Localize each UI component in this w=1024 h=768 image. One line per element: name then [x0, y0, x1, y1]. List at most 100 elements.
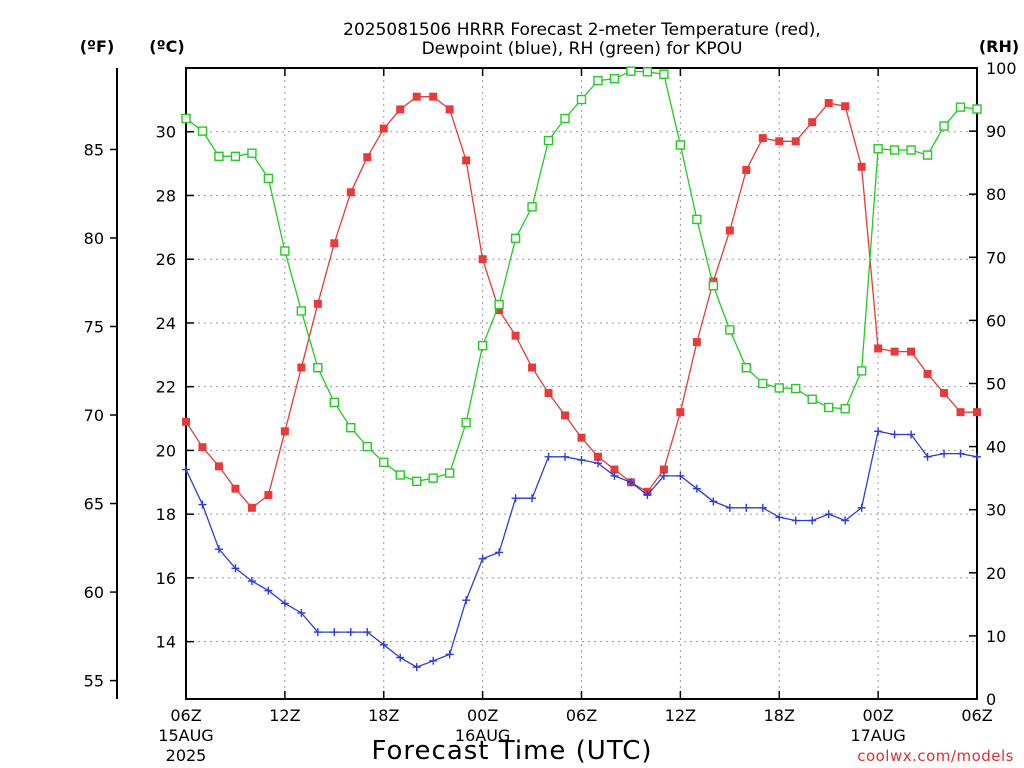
dewpoint-marker	[511, 494, 520, 503]
dewpoint-marker	[940, 449, 949, 458]
chart-title-line2: Dewpoint (blue), RH (green) for KPOU	[422, 39, 743, 59]
plot-frame	[185, 67, 978, 700]
dewpoint-marker	[874, 427, 883, 436]
temperature-marker	[544, 389, 553, 398]
dewpoint-marker	[659, 471, 668, 480]
rh-marker	[856, 366, 867, 376]
x-axis-title: Forecast Time (UTC)	[371, 736, 652, 766]
celsius-tick-label: 14	[156, 633, 176, 652]
temperature-marker	[857, 162, 866, 171]
dewpoint-marker	[824, 510, 833, 519]
temperature-marker	[956, 408, 965, 417]
dewpoint-marker	[577, 455, 586, 464]
dewpoint-marker	[676, 471, 685, 480]
rh-marker	[791, 383, 801, 394]
temperature-marker	[923, 369, 932, 378]
rh-marker	[543, 135, 554, 146]
rh-marker	[296, 306, 307, 316]
dewpoint-marker	[231, 564, 240, 573]
rh-marker	[379, 457, 389, 468]
rh-marker	[906, 145, 916, 155]
temperature-marker	[973, 408, 981, 417]
temperature-marker	[462, 156, 471, 165]
dewpoint-marker	[412, 663, 421, 672]
grid-lines	[186, 68, 977, 699]
dewpoint-marker	[610, 471, 619, 480]
x-year-label: 2025	[166, 746, 207, 765]
temperature-marker	[379, 124, 388, 133]
temperature-marker	[264, 491, 273, 500]
rh-tick-label: 90	[986, 122, 1006, 141]
rh-tick-label: 50	[986, 375, 1006, 394]
temperature-marker	[511, 331, 520, 340]
dewpoint-series	[182, 427, 981, 672]
temperature-marker	[676, 408, 685, 417]
temperature-marker	[874, 344, 883, 353]
x-date-label: 15AUG	[158, 726, 213, 745]
temperature-marker	[758, 134, 767, 143]
x-tick-label: 06Z	[961, 706, 992, 725]
dewpoint-marker	[396, 653, 405, 662]
x-tick-label: 12Z	[269, 706, 300, 725]
celsius-tick-label: 18	[156, 505, 176, 524]
fahrenheit-tick-label: 75	[84, 317, 104, 336]
rh-marker	[708, 280, 719, 291]
series-layer	[181, 66, 982, 672]
dewpoint-marker	[791, 516, 800, 525]
celsius-tick-label: 20	[156, 441, 176, 460]
rh-tick-label: 100	[986, 59, 1017, 78]
temperature-marker	[725, 226, 734, 235]
rh-marker	[922, 150, 933, 160]
dewpoint-marker	[544, 452, 553, 461]
chart-title-line1: 2025081506 HRRR Forecast 2-meter Tempera…	[343, 20, 821, 40]
x-tick-label: 00Z	[862, 706, 893, 725]
rh-marker	[741, 363, 751, 373]
rh-marker	[461, 417, 471, 428]
temperature-marker	[247, 503, 256, 512]
rh-marker	[939, 121, 949, 131]
dewpoint-marker	[346, 628, 355, 637]
rh-marker	[692, 214, 702, 225]
rh-marker	[263, 173, 274, 184]
dewpoint-marker	[445, 650, 454, 659]
x-tick-label: 18Z	[764, 706, 795, 725]
rh-tick-label: 30	[986, 501, 1006, 520]
temperature-marker	[808, 118, 817, 127]
rh-marker	[395, 470, 405, 480]
rh-tick-label: 10	[986, 627, 1006, 646]
dewpoint-marker	[973, 452, 981, 461]
dewpoint-marker	[907, 430, 916, 439]
dewpoint-marker	[725, 503, 734, 512]
dewpoint-marker	[247, 577, 256, 586]
temperature-marker	[907, 347, 916, 356]
fahrenheit-tick-label: 60	[84, 583, 104, 602]
celsius-tick-label: 16	[156, 569, 176, 588]
temperature-marker	[363, 153, 372, 162]
temperature-marker	[692, 338, 701, 347]
rh-marker	[412, 476, 422, 487]
dewpoint-marker	[561, 452, 570, 461]
x-tick-label: 12Z	[665, 706, 696, 725]
rh-tick-label: 20	[986, 564, 1006, 583]
axes: 55 60 65 70 75 80 85 14 16 18 20 22 24 26 28 30 0 10 20 30 4…	[84, 59, 1017, 765]
dewpoint-marker	[742, 503, 751, 512]
temperature-marker	[940, 389, 949, 398]
dewpoint-marker	[214, 545, 223, 554]
rh-marker	[675, 140, 686, 150]
rh-marker	[725, 325, 735, 335]
rh-tick-label: 60	[986, 311, 1006, 330]
rh-marker	[346, 422, 356, 433]
rh-line	[185, 70, 978, 482]
rh-marker	[280, 246, 290, 256]
temperature-marker	[412, 92, 421, 101]
rh-marker	[362, 441, 372, 452]
rh-marker	[609, 74, 620, 84]
rh-marker	[329, 397, 340, 408]
rh-marker	[889, 145, 900, 155]
rh-marker	[444, 468, 455, 478]
temperature-marker	[429, 92, 438, 101]
dewpoint-marker	[643, 491, 652, 500]
rh-marker	[477, 340, 488, 351]
temperature-marker	[182, 417, 190, 426]
